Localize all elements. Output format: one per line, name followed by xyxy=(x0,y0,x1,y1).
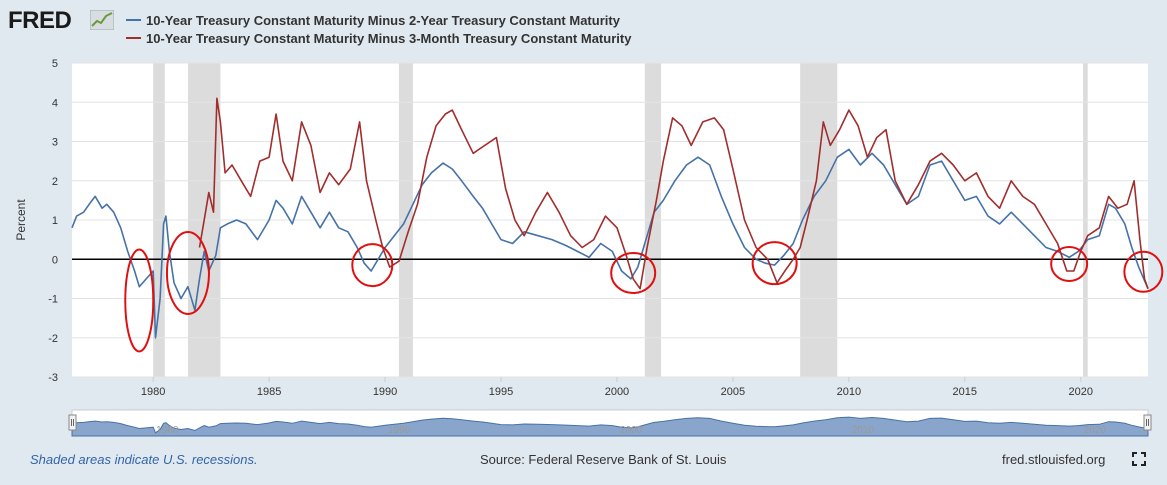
site-link[interactable]: fred.stlouisfed.org xyxy=(1002,452,1106,467)
y-tick-label: 4 xyxy=(52,97,58,109)
navigator-series xyxy=(71,416,1149,437)
chart-legend: 10-Year Treasury Constant Maturity Minus… xyxy=(126,11,631,47)
x-tick-label: 2000 xyxy=(605,386,629,398)
fred-chart-icon xyxy=(90,10,114,30)
legend-item-10y-2y[interactable]: 10-Year Treasury Constant Maturity Minus… xyxy=(126,11,631,29)
navigator-label: 1980 xyxy=(156,425,179,436)
chart-area[interactable]: 5 4 3 2 1 0 -1 -2 -3 1980 1985 1990 1995 2000 2005 2010… xyxy=(0,52,1167,448)
x-tick-label: 1980 xyxy=(141,386,165,398)
navigator-handle-right[interactable] xyxy=(1143,414,1152,431)
navigator-label: 2000 xyxy=(620,425,643,436)
x-tick-label: 1985 xyxy=(257,386,281,398)
y-tick-label: 5 xyxy=(52,58,58,70)
y-tick-label: 1 xyxy=(52,215,58,227)
x-tick-label: 2020 xyxy=(1069,386,1093,398)
navigator-label: 2010 xyxy=(852,425,875,436)
inversion-highlight-circle xyxy=(1123,250,1164,293)
x-tick-label: 2010 xyxy=(837,386,861,398)
navigator-label: 1990 xyxy=(388,425,411,436)
legend-swatch-blue xyxy=(126,19,141,21)
navigator-label: 2020 xyxy=(1084,425,1107,436)
x-tick-label: 2005 xyxy=(721,386,745,398)
y-tick-label: -1 xyxy=(48,294,58,306)
y-axis-label: Percent xyxy=(14,199,28,241)
inversion-highlight-circle xyxy=(1050,245,1089,282)
inversion-highlight-circle xyxy=(751,241,798,286)
recession-note: Shaded areas indicate U.S. recessions. xyxy=(30,452,258,467)
y-tick-label: -2 xyxy=(48,333,58,345)
legend-swatch-red xyxy=(126,37,141,39)
series-line-10y-2y[interactable] xyxy=(71,148,1149,339)
x-tick-label: 2015 xyxy=(953,386,977,398)
chart-footer: Shaded areas indicate U.S. recessions. S… xyxy=(0,448,1167,472)
y-tick-label: 2 xyxy=(52,176,58,188)
inversion-highlight-circle xyxy=(124,248,155,353)
x-tick-label: 1990 xyxy=(373,386,397,398)
chart-header: FRED 10-Year Treasury Constant Maturity … xyxy=(0,0,1167,52)
legend-label: 10-Year Treasury Constant Maturity Minus… xyxy=(146,30,632,46)
navigator-handle-left[interactable] xyxy=(68,414,77,431)
inversion-highlight-circle xyxy=(610,251,657,294)
series-line-10y-3m[interactable] xyxy=(198,97,1149,290)
fred-logo[interactable]: FRED xyxy=(8,7,72,34)
inversion-highlight-circle xyxy=(351,243,394,288)
inversion-highlight-circle xyxy=(165,230,210,315)
legend-label: 10-Year Treasury Constant Maturity Minus… xyxy=(146,12,620,28)
y-tick-label: 0 xyxy=(52,254,58,266)
y-tick-label: -3 xyxy=(48,372,58,384)
source-note: Source: Federal Reserve Bank of St. Loui… xyxy=(480,452,727,467)
expand-icon[interactable] xyxy=(1132,452,1146,466)
legend-item-10y-3m[interactable]: 10-Year Treasury Constant Maturity Minus… xyxy=(126,29,631,47)
x-tick-label: 1995 xyxy=(489,386,513,398)
y-tick-label: 3 xyxy=(52,137,58,149)
